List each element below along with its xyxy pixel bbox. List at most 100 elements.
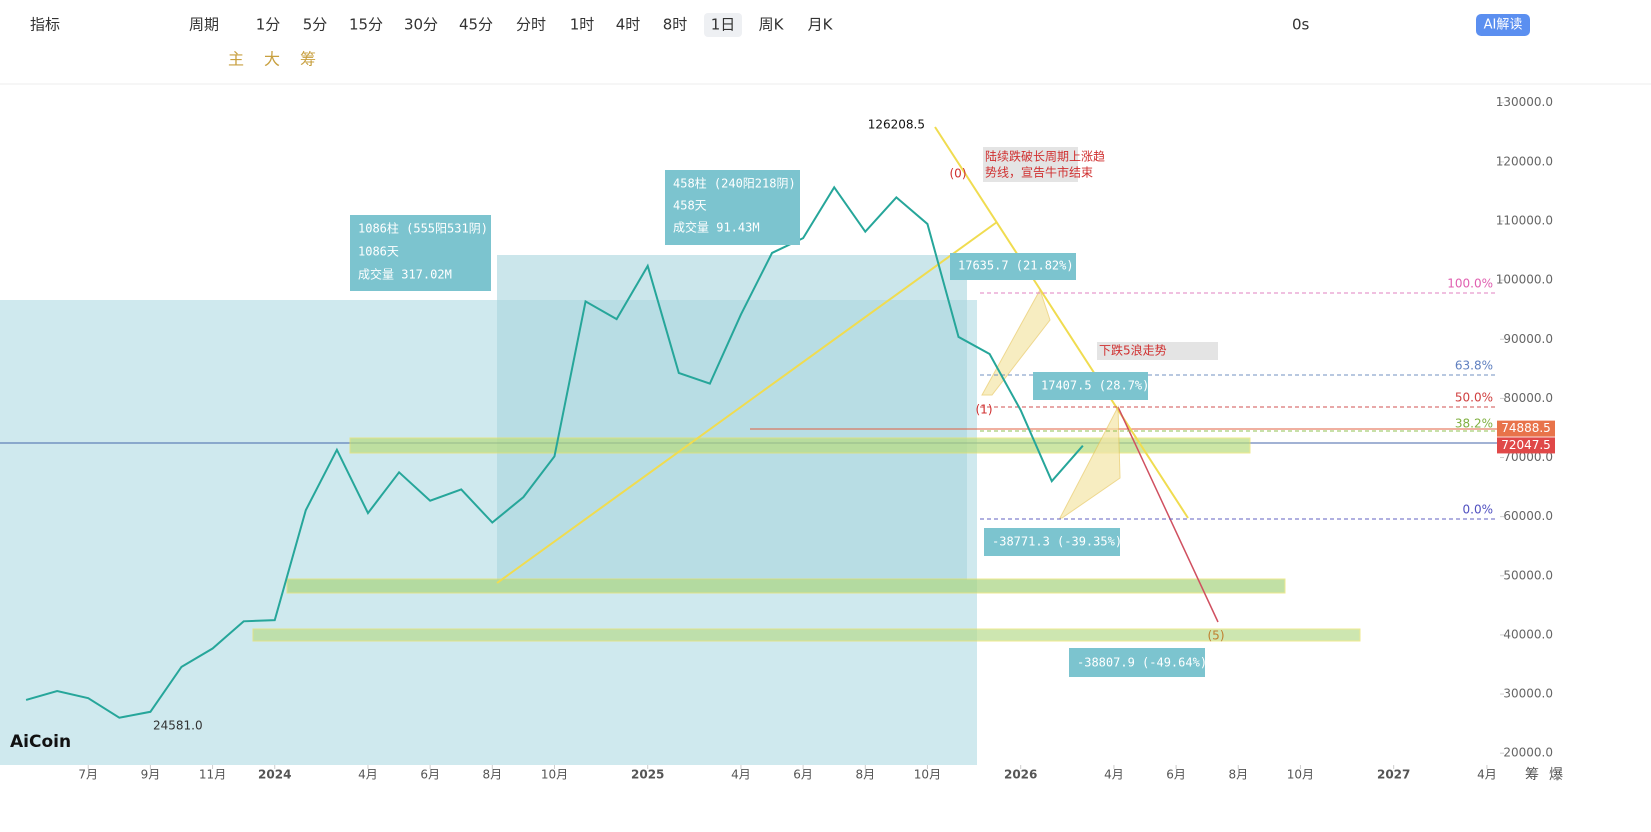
box-text: 成交量 91.43M (673, 220, 760, 235)
box-text: -38771.3 (-39.35%) (992, 535, 1122, 549)
box-text: 458天 (673, 199, 707, 213)
timer: 0s (1292, 16, 1310, 34)
x-tick-label: 6月 (793, 768, 813, 782)
interval-button[interactable]: 周K (759, 16, 785, 34)
y-tick-label: 110000.0 (1496, 214, 1553, 228)
ai-button[interactable]: AI解读 (1484, 18, 1523, 33)
zone (286, 578, 1286, 594)
y-tick-label: 120000.0 (1496, 154, 1553, 168)
y-tick-label: 80000.0 (1503, 391, 1553, 405)
wave-label: (5) (1208, 629, 1225, 643)
price-tag-label: 74888.5 (1501, 421, 1551, 435)
note: 陆续跌破长周期上涨趋 (985, 149, 1105, 164)
price-tag-label: 72047.5 (1501, 438, 1551, 452)
x-tick-label: 2026 (1004, 768, 1037, 782)
interval-button[interactable]: 15分 (349, 16, 383, 34)
y-tick-label: 130000.0 (1496, 95, 1553, 109)
price-tag (1497, 420, 1555, 437)
y-tick-label: 50000.0 (1503, 568, 1553, 582)
interval-button[interactable]: 月K (808, 16, 834, 34)
x-tick-label: 4月 (358, 768, 378, 782)
fib-label: 63.8% (1455, 359, 1493, 373)
zone (252, 628, 1361, 642)
x-tick-label: 10月 (914, 768, 941, 782)
trend-line (496, 221, 998, 584)
interval-button[interactable]: 8时 (663, 16, 688, 34)
fib-labels: 100.0% 63.8% 50.0% 38.2% 0.0% (1447, 277, 1493, 517)
x-tick-label: 10月 (541, 768, 568, 782)
channel (1059, 405, 1121, 519)
box-text: 17635.7 (21.82%) (958, 259, 1074, 273)
interval-button[interactable]: 45分 (459, 16, 493, 34)
measure-box: 1086柱 (555阳531阴) 1086天 成交量 317.02M 458柱 … (350, 170, 1207, 677)
note: 势线，宣告牛市结束 (985, 165, 1093, 180)
y-tick-label: 20000.0 (1503, 746, 1553, 760)
x-tick-label: 6月 (420, 768, 440, 782)
interval-button[interactable]: 1分 (256, 16, 281, 34)
box-text: 成交量 317.02M (358, 267, 452, 282)
x-tick-label: 7月 (78, 768, 98, 782)
top-toolbar: 指标 周期 1分 5分 15分 30分 45分 分时 1时 4时 8时 1日 周K 月K 0s AI解… (30, 13, 1530, 37)
trend-line (934, 126, 1189, 519)
box-text: 1086天 (358, 245, 399, 259)
x-tick-label: 11月 (199, 768, 226, 782)
box-text: 1086柱 (555阳531阴) (358, 221, 488, 236)
interval-button[interactable]: 1时 (570, 16, 595, 34)
tool[interactable]: 主 (228, 50, 244, 69)
fib-label: 50.0% (1455, 391, 1493, 405)
corner-button[interactable]: 爆 (1549, 767, 1563, 783)
fib-label: 100.0% (1447, 277, 1493, 291)
y-tick-label: 40000.0 (1503, 627, 1553, 641)
box-text: -38807.9 (-49.64%) (1077, 656, 1207, 670)
x-tick-label: 9月 (141, 768, 161, 782)
x-tick-label: 2024 (258, 768, 291, 782)
tool[interactable]: 大 (264, 50, 280, 69)
x-tick-label: 4月 (731, 768, 751, 782)
box-text: 17407.5 (28.7%) (1041, 379, 1149, 393)
y-tick-label: 90000.0 (1503, 332, 1553, 346)
ai-button-bg[interactable] (1476, 14, 1530, 36)
y-tick-label: 100000.0 (1496, 273, 1553, 287)
logo: AiCoin (10, 732, 71, 752)
x-tick-label: 8月 (855, 768, 875, 782)
y-tick-label: 70000.0 (1503, 450, 1553, 464)
notes: 陆续跌破长周期上涨趋 势线，宣告牛市结束 下跌5浪走势 (0) (1) (5) (950, 147, 1225, 643)
x-tick-label: 6月 (1166, 768, 1186, 782)
note: 下跌5浪走势 (1099, 343, 1167, 358)
low-label: 24581.0 (153, 719, 203, 733)
box-text: 458柱 (240阳218阴) (673, 176, 796, 191)
x-tick-label: 2025 (631, 768, 664, 782)
interval-button[interactable]: 5分 (303, 16, 328, 34)
price-line (25, 185, 1084, 719)
y-tick-label: 30000.0 (1503, 687, 1553, 701)
high-label: 126208.5 (868, 118, 925, 132)
x-tick-label: 10月 (1287, 768, 1314, 782)
tool[interactable]: 筹 (300, 50, 316, 69)
x-tick-label: 4月 (1477, 768, 1497, 782)
wave-line (1117, 406, 1219, 623)
x-tick-label: 8月 (1228, 768, 1248, 782)
wave-label: (0) (950, 167, 967, 181)
x-tick-label: 4月 (1104, 768, 1124, 782)
period-button[interactable]: 周期 (189, 16, 219, 34)
interval-button[interactable]: 30分 (404, 16, 438, 34)
plot (0, 126, 1497, 765)
fib-label: 0.0% (1463, 503, 1494, 517)
x-tick-label: 2027 (1377, 768, 1410, 782)
indicator-button[interactable]: 指标 (30, 16, 60, 34)
wave-label: (1) (976, 403, 993, 417)
channel (981, 288, 1051, 396)
drawing-toolbar: 主 大 筹 (0, 50, 1651, 85)
interval-button[interactable]: 分时 (516, 16, 546, 34)
interval-button[interactable]: 4时 (616, 16, 641, 34)
x-tick-label: 8月 (482, 768, 502, 782)
corner-button[interactable]: 筹 (1525, 766, 1539, 783)
fib-label: 38.2% (1455, 417, 1493, 431)
zone (349, 437, 1251, 454)
price-tag (1497, 437, 1555, 454)
active-bg (704, 13, 742, 37)
y-tick-label: 60000.0 (1503, 509, 1553, 523)
interval-button[interactable]: 1日 (711, 16, 736, 34)
